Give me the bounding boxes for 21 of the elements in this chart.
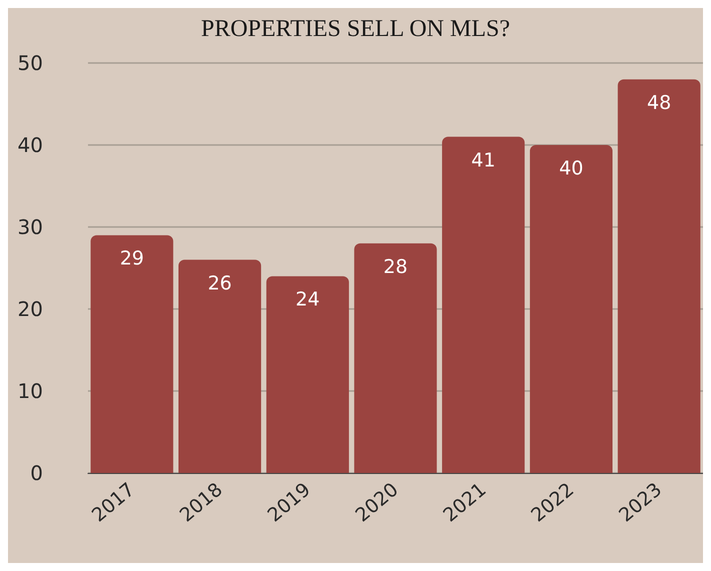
data-label: 41 (471, 149, 496, 172)
y-tick-label: 50 (18, 51, 43, 75)
bar (530, 145, 613, 473)
data-label: 26 (208, 272, 232, 294)
chart-title: PROPERTIES SELL ON MLS? (200, 16, 510, 42)
bar (354, 243, 437, 473)
data-label: 29 (120, 248, 144, 270)
bar (178, 260, 262, 473)
data-label: 24 (296, 288, 320, 311)
bar (266, 276, 349, 473)
data-label: 28 (383, 256, 408, 278)
y-tick-label: 40 (18, 133, 43, 157)
y-tick-label: 0 (30, 461, 43, 485)
data-label: 40 (559, 158, 584, 180)
data-label: 48 (646, 92, 672, 114)
y-tick-label: 30 (18, 215, 43, 239)
bar (90, 235, 174, 473)
bar (618, 79, 700, 473)
y-tick-label: 10 (18, 379, 43, 403)
y-tick-label: 20 (18, 297, 43, 321)
bar (442, 136, 525, 473)
